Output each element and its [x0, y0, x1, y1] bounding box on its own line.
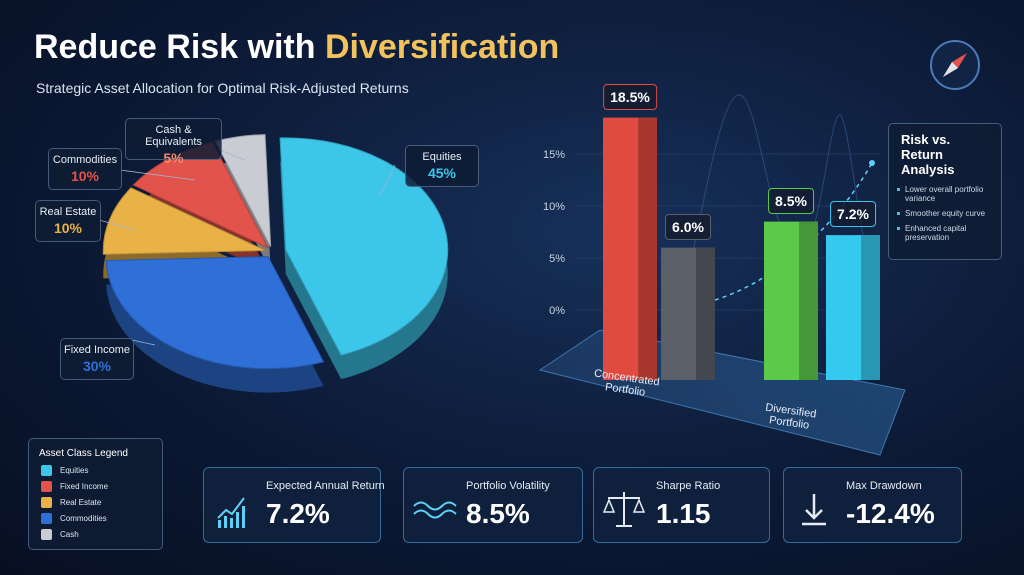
legend-label: Commodities: [60, 514, 107, 523]
metric-value: 1.15: [656, 498, 711, 529]
legend-item: Equities: [41, 465, 162, 476]
legend-swatch: [41, 465, 52, 476]
legend-label: Fixed Income: [60, 482, 109, 491]
y-tick-label: 5%: [549, 253, 565, 265]
pie-label-category: Fixed Income: [63, 344, 131, 356]
metric-value: 8.5%: [466, 498, 530, 529]
metric-card: Expected Annual Return 7.2%: [203, 467, 385, 543]
legend-title: Asset Class Legend: [39, 448, 128, 459]
pie-label: Cash & Equivalents 5%: [125, 118, 222, 166]
legend-label: Equities: [60, 466, 89, 475]
risk-item: Enhanced capital preservation: [897, 224, 995, 242]
legend-swatch: [41, 513, 52, 524]
bar-value-label: 8.5%: [768, 187, 814, 214]
legend-swatch: [41, 529, 52, 540]
pie-slice: [105, 256, 325, 370]
y-tick-label: 10%: [543, 201, 565, 213]
leader-line: [219, 149, 246, 161]
bar-shade: [799, 221, 818, 380]
leader-line: [98, 219, 136, 231]
legend-item: Commodities: [41, 513, 162, 524]
pie-label: Equities 45%: [405, 145, 479, 187]
metric-card: Portfolio Volatility 8.5%: [403, 467, 583, 543]
bar-shade: [638, 117, 657, 380]
trend-dot: [869, 160, 875, 166]
pie-label: Fixed Income 30%: [60, 338, 134, 380]
metric-value: -12.4%: [846, 498, 935, 529]
pie-label-value: 30%: [82, 358, 112, 374]
metric-label: Expected Annual Return: [266, 480, 385, 492]
legend-swatch: [41, 497, 52, 508]
metric-label: Max Drawdown: [846, 480, 922, 492]
title: Reduce Risk with Diversification: [34, 28, 559, 67]
pie-label-value: 10%: [70, 168, 100, 184]
pie-label-value: 5%: [163, 150, 184, 166]
metric-card: Sharpe Ratio 1.15: [593, 467, 770, 543]
bar-value-label: 7.2%: [830, 201, 876, 228]
legend-label: Real Estate: [60, 498, 102, 507]
legend-item: Cash: [41, 529, 162, 540]
metric-icon: [802, 494, 826, 526]
legend-item: Fixed Income: [41, 481, 162, 492]
pie-label-category: Cash & Equivalents: [145, 124, 202, 148]
legend-swatch: [41, 481, 52, 492]
metric-icon: [217, 497, 245, 528]
pie-label-value: 10%: [53, 220, 83, 236]
pie-label-category: Commodities: [52, 154, 118, 166]
subtitle: Strategic Asset Allocation for Optimal R…: [36, 80, 409, 96]
pie-slice: [102, 187, 266, 255]
pie-slice: [279, 137, 449, 356]
risk-item: Lower overall portfolio variance: [897, 185, 995, 203]
bar-shade: [696, 247, 715, 380]
pie-label: Real Estate 10%: [35, 200, 101, 242]
bar-value-label: 6.0%: [665, 213, 711, 240]
metric-value: 7.2%: [266, 498, 330, 529]
title-lead: Reduce Risk with: [34, 28, 325, 66]
metric-card: Max Drawdown -12.4%: [783, 467, 962, 543]
risk-title: Risk vs. Return Analysis: [901, 132, 955, 177]
pie-label-category: Real Estate: [39, 206, 97, 218]
y-tick-label: 15%: [543, 149, 565, 161]
bar-value-label: 18.5%: [603, 83, 657, 110]
pie-label-value: 45%: [427, 165, 457, 181]
leader-line: [379, 164, 396, 196]
risk-panel: Risk vs. Return Analysis Lower overall p…: [888, 123, 1002, 260]
legend-label: Cash: [60, 530, 79, 539]
bar-shade: [861, 235, 880, 380]
y-tick-label: 0%: [549, 305, 565, 317]
leader-line: [119, 169, 196, 181]
legend-item: Real Estate: [41, 497, 162, 508]
metric-icon: [602, 492, 646, 527]
pie-label-category: Equities: [422, 151, 462, 163]
compass: [930, 40, 980, 90]
title-highlight: Diversification: [324, 28, 560, 66]
metric-label: Sharpe Ratio: [656, 480, 721, 492]
risk-item: Smoother equity curve: [897, 209, 995, 218]
legend: Asset Class Legend Equities Fixed Income R…: [28, 438, 163, 550]
leader-line: [131, 339, 156, 346]
metric-icon: [413, 501, 457, 519]
pie-label: Commodities 10%: [48, 148, 122, 190]
metric-label: Portfolio Volatility: [466, 480, 550, 492]
